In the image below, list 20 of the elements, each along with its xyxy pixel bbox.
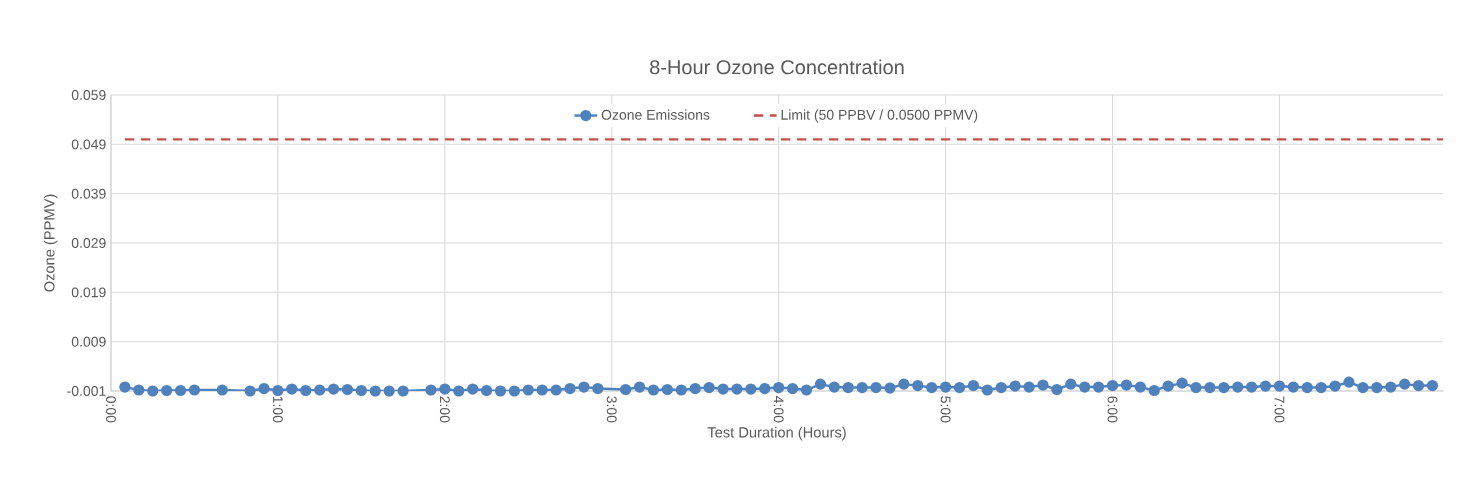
x-tick-label: 0:00 bbox=[106, 396, 116, 423]
y-tick-label: 0.039 bbox=[71, 188, 106, 199]
legend-label: Ozone Emissions bbox=[601, 109, 710, 120]
x-tick-label: 6:00 bbox=[1107, 396, 1118, 423]
y-tick-label: 0.019 bbox=[71, 287, 106, 298]
x-tick-label: 7:00 bbox=[1274, 396, 1285, 423]
x-tick-label: 1:00 bbox=[272, 396, 283, 423]
legend-label: Limit (50 PPBV / 0.0500 PPMV) bbox=[781, 109, 978, 123]
x-tick-label: 5:00 bbox=[940, 396, 951, 423]
x-tick-label: 2:00 bbox=[439, 396, 450, 423]
y-tick-label: 0.029 bbox=[71, 238, 106, 248]
y-tick-label: -0.001 bbox=[67, 386, 106, 396]
y-tick-label: 0.009 bbox=[71, 336, 106, 347]
x-tick-label: 3:00 bbox=[606, 396, 617, 423]
y-tick-label: 0.059 bbox=[71, 90, 106, 100]
y-axis-title: Ozone (PPMV) bbox=[43, 194, 58, 292]
x-tick-label: 4:00 bbox=[773, 396, 784, 423]
y-tick-label: 0.049 bbox=[71, 139, 106, 150]
chart-title: 8-Hour Ozone Concentration bbox=[650, 59, 904, 75]
x-axis-title: Test Duration (Hours) bbox=[707, 426, 846, 441]
